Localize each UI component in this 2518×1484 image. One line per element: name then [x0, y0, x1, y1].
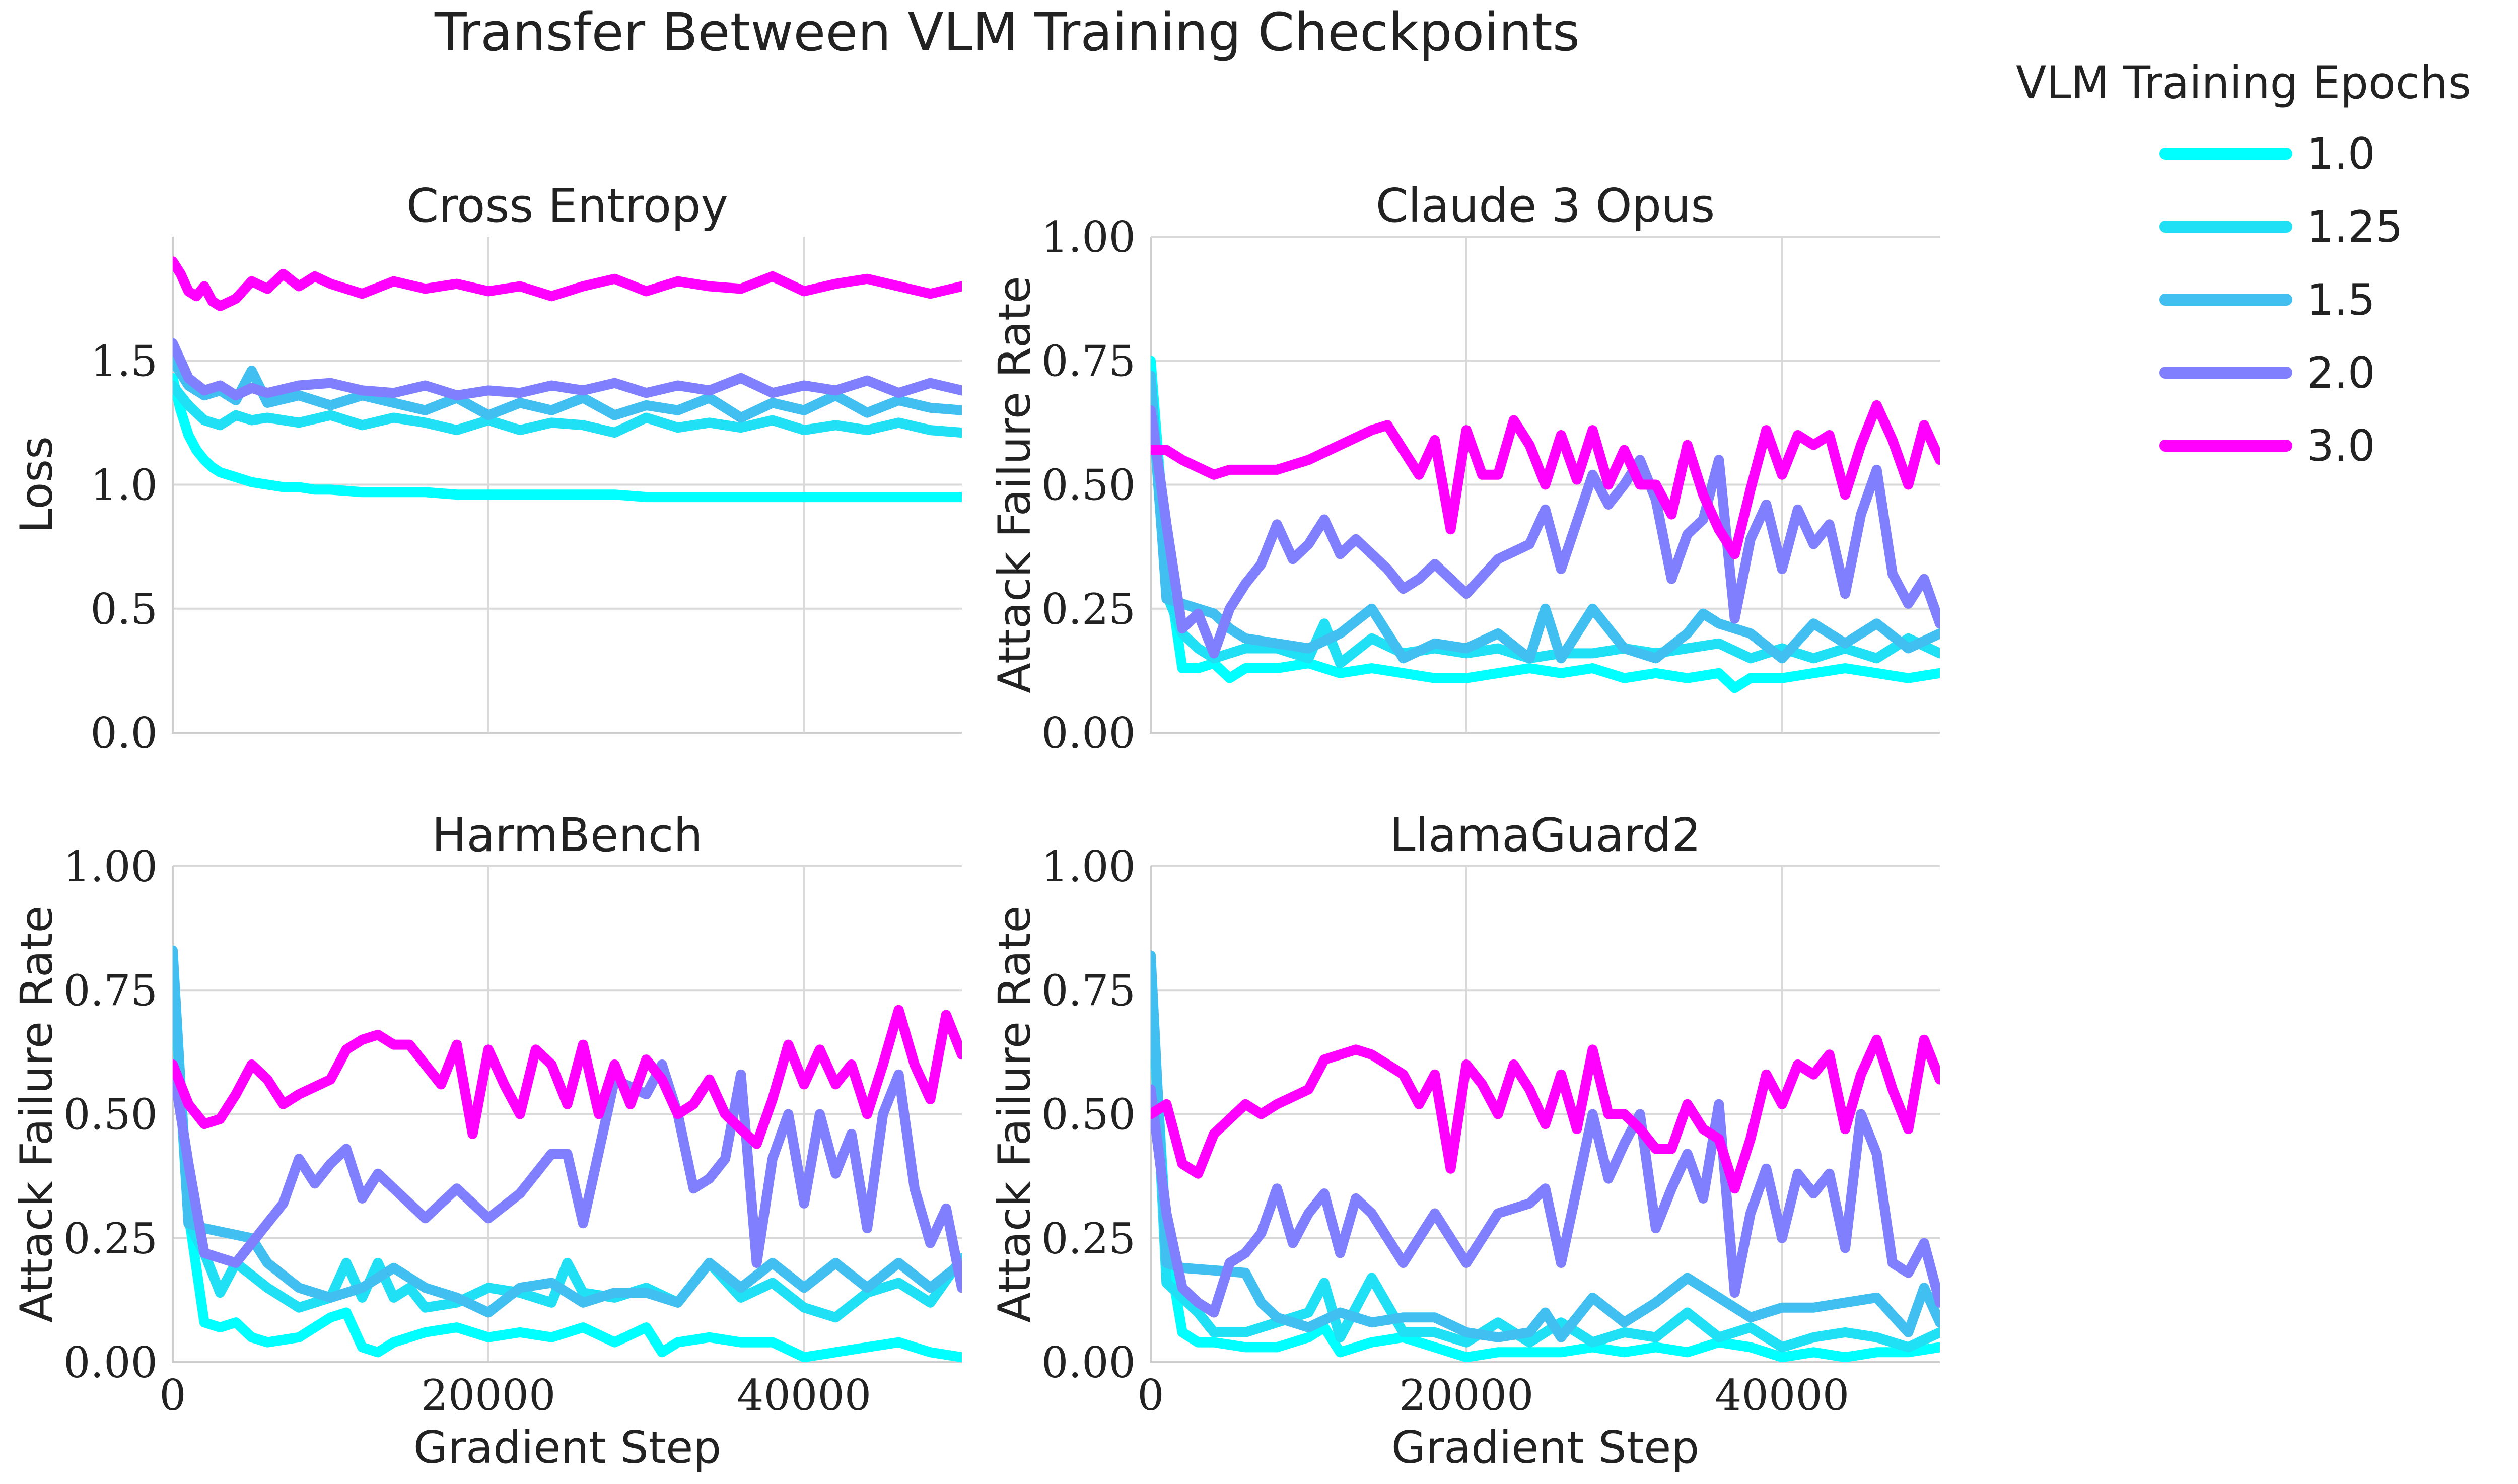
x-tick-label: 40000: [737, 1371, 871, 1420]
y-tick-label: 0.50: [1041, 1090, 1136, 1140]
y-tick-label: 0.75: [1041, 966, 1136, 1015]
y-tick-label: 0.00: [63, 1338, 158, 1387]
y-tick-label: 0.5: [90, 585, 158, 634]
x-tick-label: 20000: [421, 1371, 555, 1420]
panel-title: Claude 3 Opus: [1376, 179, 1715, 233]
x-tick-label: 20000: [1399, 1371, 1533, 1420]
x-axis-label: Gradient Step: [413, 1422, 721, 1473]
series-line-2-0: [1151, 1084, 1940, 1318]
series-line-1-5: [1151, 950, 1940, 1342]
panel-title: LlamaGuard2: [1389, 808, 1701, 862]
y-tick-label: 0.00: [1041, 709, 1136, 758]
legend-label: 2.0: [2306, 348, 2375, 398]
y-axis-label: Loss: [11, 436, 62, 533]
series-line-1-5: [1151, 370, 1940, 664]
series-line-1-25: [173, 960, 962, 1323]
series-group: [1151, 356, 1940, 693]
x-tick-label: 40000: [1715, 1371, 1849, 1420]
legend-label: 1.5: [2306, 275, 2375, 325]
series-group: [173, 256, 962, 503]
y-tick-label: 1.0: [90, 461, 158, 510]
legend-entries: 1.0 1.25 1.5 2.0 3.0: [2159, 129, 2403, 471]
y-axis-label: Attack Failure Rate: [11, 905, 62, 1322]
series-group: [1151, 950, 1940, 1362]
figure-title: Transfer Between VLM Training Checkpoint…: [434, 2, 1580, 63]
series-line-1-5: [173, 945, 962, 1318]
series-line-2-0: [173, 338, 962, 401]
y-tick-label: 0.00: [1041, 1338, 1136, 1387]
panel-title: HarmBench: [432, 808, 703, 862]
series-line-2-0: [173, 1059, 962, 1293]
y-tick-label: 0.75: [1041, 336, 1136, 386]
series-line-2-0: [1151, 405, 1940, 659]
series-line-3-0: [1151, 1034, 1940, 1194]
y-tick-label: 1.00: [1041, 213, 1136, 262]
y-tick-label: 1.5: [90, 336, 158, 386]
y-tick-label: 0.0: [90, 709, 158, 758]
legend-title: VLM Training Epochs: [2016, 57, 2471, 109]
series-line-1-0: [173, 373, 962, 503]
series-line-3-0: [173, 256, 962, 311]
y-tick-label: 1.00: [1041, 842, 1136, 891]
panel-cross-entropy: 0.0 0.5 1.0 1.5 Cross Entropy Loss: [11, 179, 962, 758]
series-line-1-0: [173, 950, 962, 1362]
series-line-1-0: [1151, 970, 1940, 1362]
legend-label: 1.25: [2306, 202, 2403, 252]
y-tick-label: 0.75: [63, 966, 158, 1015]
y-tick-label: 0.25: [1041, 585, 1136, 634]
series-line-3-0: [1151, 400, 1940, 559]
axis-spine: [172, 237, 962, 734]
x-tick-label: 0: [159, 1371, 186, 1420]
series-line-1-0: [1151, 356, 1940, 693]
legend: VLM Training Epochs 1.0 1.25 1.5 2.0 3.0: [2016, 57, 2471, 471]
x-tick-label: 0: [1137, 1371, 1164, 1420]
legend-label: 1.0: [2306, 129, 2375, 179]
series-group: [173, 945, 962, 1362]
y-tick-label: 0.25: [1041, 1214, 1136, 1263]
panel-llamaguard2: 0.00 0.25 0.50 0.75 1.00 0 20000 40000 LlamaGuar…: [989, 808, 1940, 1473]
legend-label: 3.0: [2306, 421, 2375, 471]
panel-title: Cross Entropy: [406, 179, 728, 233]
y-tick-label: 1.00: [63, 842, 158, 891]
y-tick-label: 0.25: [63, 1214, 158, 1263]
y-axis-label: Attack Failure Rate: [989, 276, 1040, 693]
series-line-1-25: [173, 380, 962, 438]
series-line-3-0: [173, 1005, 962, 1149]
series-line-1-5: [173, 356, 962, 423]
y-tick-label: 0.50: [1041, 461, 1136, 510]
y-axis-label: Attack Failure Rate: [989, 905, 1040, 1322]
panel-claude-3-opus: 0.00 0.25 0.50 0.75 1.00 Claude 3 Opus Attack …: [989, 179, 1940, 758]
series-line-1-25: [1151, 960, 1940, 1353]
panel-harmbench: 0.00 0.25 0.50 0.75 1.00 0 20000 40000 HarmBench…: [11, 808, 962, 1473]
x-axis-label: Gradient Step: [1391, 1422, 1699, 1473]
y-tick-label: 0.50: [63, 1090, 158, 1140]
